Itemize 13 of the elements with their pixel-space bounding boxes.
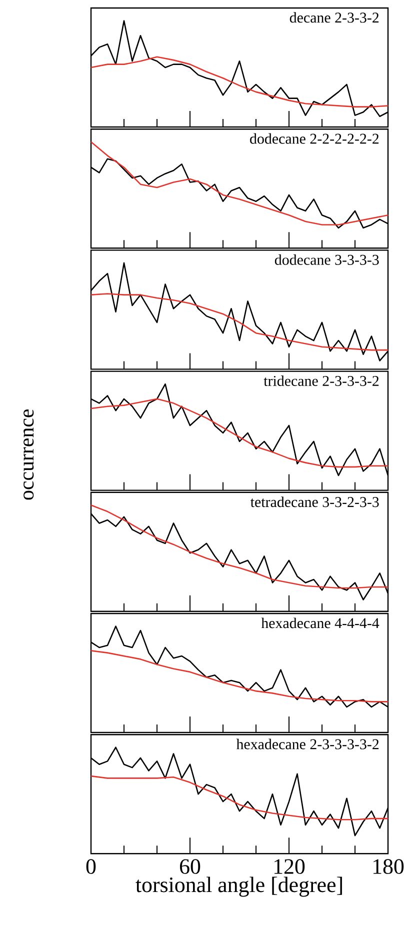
y-axis-title: occurrence [24,409,34,500]
x-tick-label: 60 [180,859,200,874]
x-tick-label: 120 [274,859,305,874]
x-axis-title: torsional angle [degree] [136,876,342,897]
chart-title: dodecane 3-3-3-3 [274,254,379,265]
chart-title: dodecane 2-2-2-2-2-2 [250,133,379,144]
chart-title: tridecane 2-3-3-3-2 [264,375,379,386]
chart-title: hexadecane 4-4-4-4 [261,618,380,628]
x-tick-label: 0 [86,859,96,874]
chart-title: tetradecane 3-3-2-3-3 [250,496,379,508]
x-tick-label: 180 [373,859,404,874]
chart-title: hexadecane 2-3-3-3-3-2 [236,738,379,750]
chart-title: decane 2-3-3-2 [290,12,379,23]
